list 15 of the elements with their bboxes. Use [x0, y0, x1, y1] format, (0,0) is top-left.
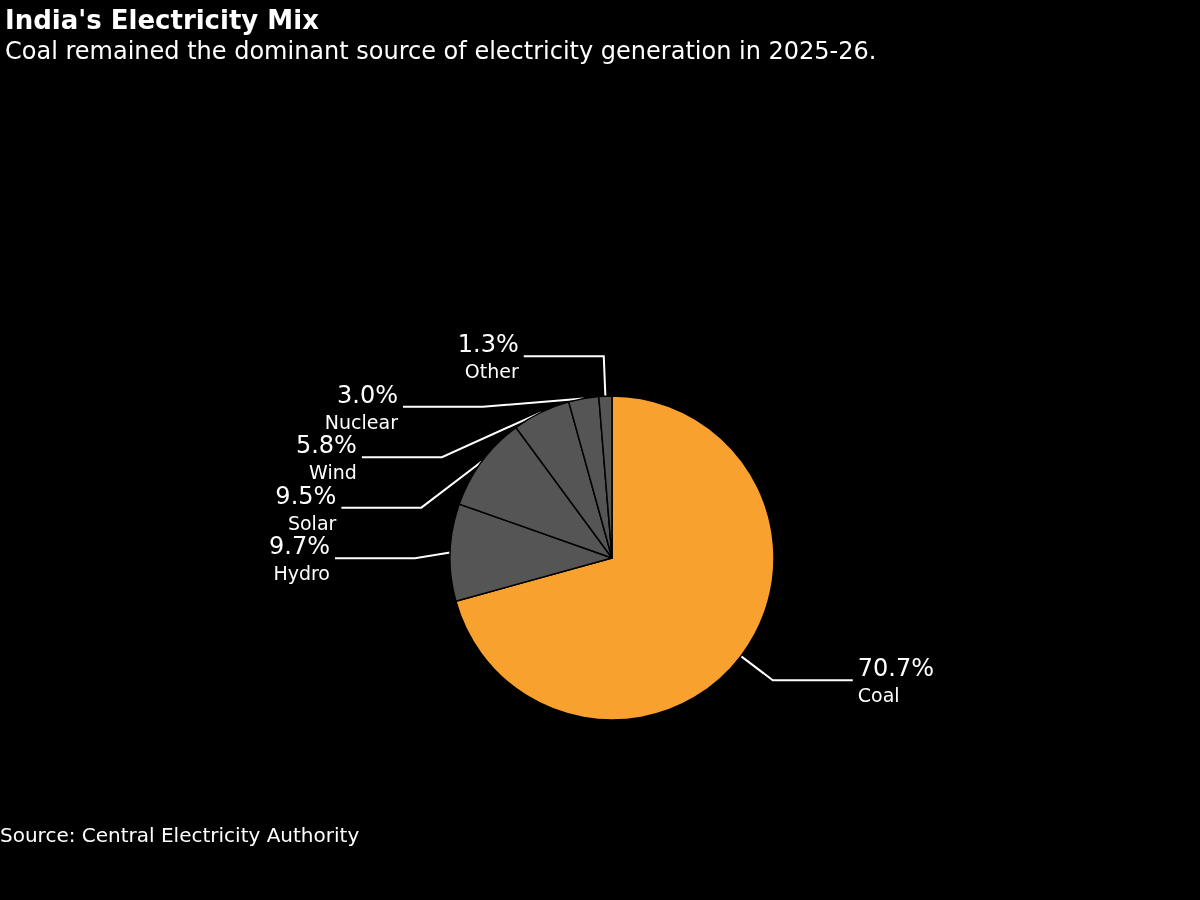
data-label: 3.0%: [336, 380, 398, 409]
chart-title: India's Electricity Mix: [5, 5, 320, 35]
slice-label: Solar: [287, 511, 337, 534]
slice-label: Wind: [309, 461, 357, 484]
slice-label: Coal: [857, 684, 900, 707]
slice-label: Nuclear: [324, 410, 399, 433]
data-label: 9.5%: [275, 481, 337, 510]
chart-subtitle: Coal remained the dominant source of electricity generation in 2025-26.: [5, 37, 877, 65]
source-note: Source: Central Electricity Authority: [0, 823, 360, 847]
data-label: 70.7%: [857, 654, 935, 683]
slice-label: Other: [464, 360, 519, 383]
data-label: 9.7%: [269, 532, 330, 561]
data-label: 1.3%: [457, 330, 519, 359]
slice-label: Hydro: [273, 562, 330, 585]
data-label: 5.8%: [295, 431, 357, 460]
